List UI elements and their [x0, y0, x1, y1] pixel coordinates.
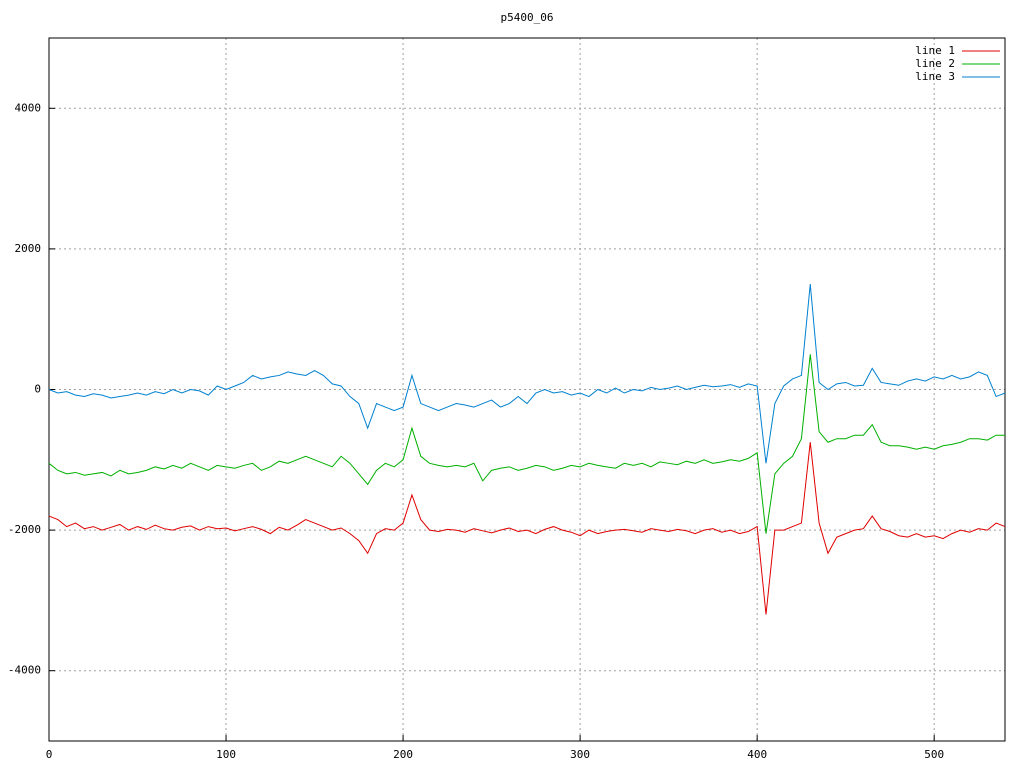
chart-title: p5400_06	[501, 11, 554, 24]
x-tick-label: 200	[393, 748, 413, 761]
y-tick-label: -2000	[8, 523, 41, 536]
legend-label: line 2	[915, 57, 955, 70]
series-line	[48, 284, 1006, 464]
series-line	[48, 354, 1005, 534]
y-tick-label: 2000	[15, 242, 42, 255]
y-tick-label: -4000	[8, 664, 41, 677]
y-tick-label: 0	[34, 383, 41, 396]
x-tick-label: 500	[924, 748, 944, 761]
series-line	[48, 442, 1006, 615]
x-tick-label: 0	[46, 748, 53, 761]
legend-label: line 3	[915, 70, 955, 83]
x-tick-label: 100	[216, 748, 236, 761]
y-tick-label: 4000	[15, 101, 42, 114]
legend-label: line 1	[915, 44, 955, 57]
x-tick-label: 300	[570, 748, 590, 761]
x-tick-label: 400	[747, 748, 767, 761]
